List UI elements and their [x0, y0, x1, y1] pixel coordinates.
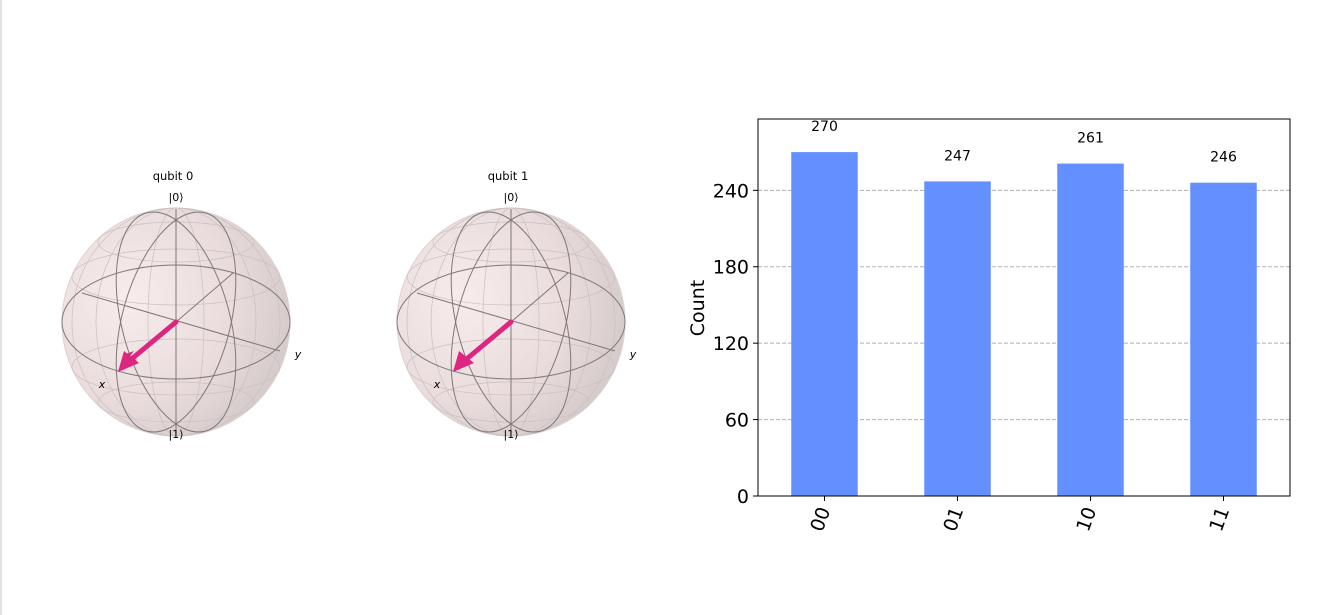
y-tick-label: 240: [713, 180, 749, 202]
data-label: 246: [1210, 150, 1237, 166]
window-edge: [0, 0, 2, 615]
bar-11: [1190, 182, 1257, 496]
ket-1-label: |1⟩: [169, 428, 184, 441]
x-axis-ticks: 00 01 10 11: [806, 496, 1234, 534]
x-tick-label: 10: [1072, 504, 1101, 534]
y-axis-title: Count: [687, 280, 709, 336]
y-tick-label: 180: [713, 257, 749, 279]
bars: [791, 152, 1257, 496]
y-tick-label: 60: [725, 410, 749, 432]
data-label: 261: [1077, 131, 1104, 147]
state-vector-arrow: [118, 319, 179, 372]
bar-10: [1057, 163, 1124, 496]
x-tick-label: 11: [1205, 504, 1234, 534]
counts-histogram: 270 247 261 246 0 60 120 180 240 00 01 10 11 Count: [687, 118, 1291, 534]
x-axis-label: x: [433, 378, 441, 391]
data-label: 247: [944, 148, 971, 164]
y-axis-label: y: [629, 348, 637, 361]
sphere-axes: [61, 209, 291, 435]
bloch-title: qubit 0: [153, 169, 194, 183]
bar-01: [924, 181, 991, 496]
y-tick-label: 0: [737, 486, 749, 508]
y-axis-label: y: [294, 348, 302, 361]
bar-00: [791, 152, 858, 496]
y-axis-ticks: 0 60 120 180 240: [713, 180, 758, 508]
data-label: 270: [811, 119, 838, 135]
bloch-title: qubit 1: [488, 169, 529, 183]
x-tick-label: 01: [939, 504, 968, 534]
y-tick-label: 120: [713, 333, 749, 355]
bloch-sphere-qubit-1: qubit 1 |0⟩ |1⟩ x y: [396, 169, 637, 441]
bloch-sphere-qubit-0: qubit 0 |0⟩ |1⟩ x y: [61, 169, 302, 441]
ket-1-label: |1⟩: [504, 428, 519, 441]
x-axis-label: x: [98, 378, 106, 391]
state-vector-arrow: [453, 319, 514, 372]
data-labels: 270 247 261 246: [811, 119, 1237, 166]
ket-0-label: |0⟩: [169, 191, 184, 204]
gridlines: [758, 189, 1290, 421]
plot-frame: [757, 118, 1291, 497]
x-tick-label: 00: [806, 504, 835, 534]
ket-0-label: |0⟩: [504, 191, 519, 204]
